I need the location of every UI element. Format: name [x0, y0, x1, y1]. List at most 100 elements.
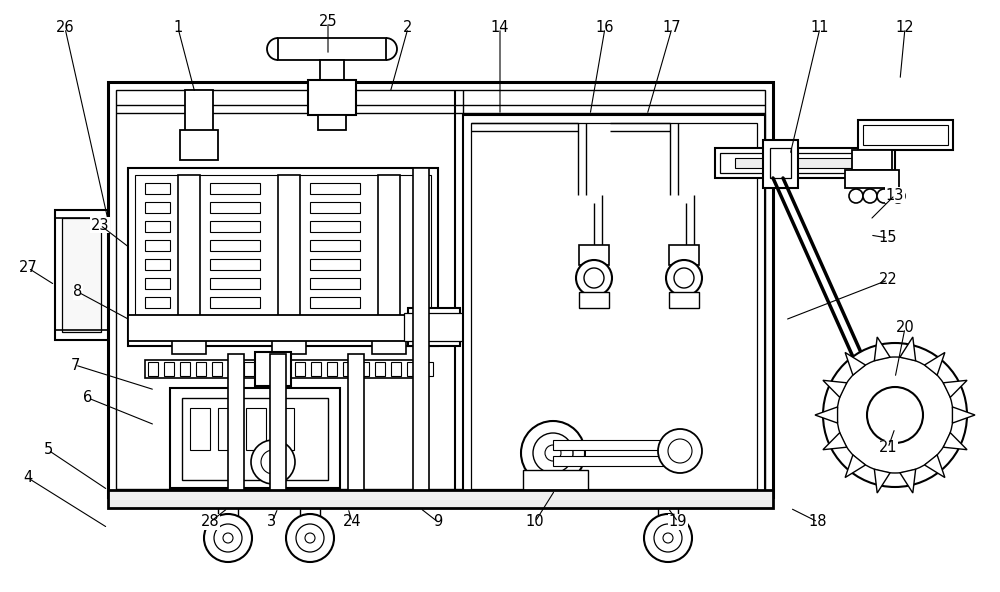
Bar [579, 245, 609, 265]
Bar [278, 175, 300, 339]
Bar [180, 130, 218, 160]
Circle shape [296, 524, 324, 552]
Bar [320, 60, 344, 80]
Bar [311, 362, 321, 376]
Circle shape [663, 533, 673, 543]
Circle shape [674, 268, 694, 288]
Bar [423, 362, 433, 376]
Bar [375, 362, 385, 376]
Bar [310, 240, 360, 251]
Bar [170, 388, 340, 488]
Bar [145, 183, 170, 194]
Bar [108, 490, 773, 508]
Bar [246, 408, 266, 450]
Text: 9: 9 [433, 514, 443, 529]
Bar [135, 175, 431, 339]
Circle shape [214, 524, 242, 552]
Bar [658, 498, 678, 516]
Bar [863, 125, 948, 145]
Bar [310, 202, 360, 213]
Bar [210, 240, 260, 251]
Bar [553, 456, 673, 466]
Polygon shape [900, 469, 916, 493]
Circle shape [867, 387, 923, 443]
Bar [553, 440, 673, 450]
Circle shape [286, 514, 334, 562]
Bar [145, 240, 170, 251]
Circle shape [251, 440, 295, 484]
Bar [763, 140, 798, 188]
Text: 24: 24 [343, 514, 361, 529]
Text: 1: 1 [173, 21, 183, 36]
Bar [145, 259, 170, 270]
Bar [128, 168, 438, 346]
Bar [310, 297, 360, 308]
Bar [148, 362, 158, 376]
Bar [55, 210, 108, 340]
Bar [359, 362, 369, 376]
Bar [348, 354, 364, 494]
Bar [413, 168, 429, 494]
Text: 27: 27 [19, 260, 37, 275]
Bar [404, 313, 464, 341]
Bar [715, 148, 895, 178]
Bar [185, 90, 213, 138]
Bar [128, 315, 458, 341]
Bar [372, 338, 406, 354]
Bar [407, 362, 417, 376]
Bar [310, 183, 360, 194]
Text: 5: 5 [43, 442, 53, 458]
Text: 21: 21 [879, 440, 897, 455]
Circle shape [223, 533, 233, 543]
Circle shape [576, 260, 612, 296]
Bar [408, 308, 460, 346]
Bar [222, 516, 234, 526]
Bar [295, 362, 305, 376]
Text: 15: 15 [879, 230, 897, 246]
Text: 6: 6 [83, 391, 93, 406]
Circle shape [666, 260, 702, 296]
Bar [145, 221, 170, 232]
Bar [852, 150, 892, 170]
Bar [210, 259, 260, 270]
Bar [858, 120, 953, 150]
Polygon shape [823, 433, 847, 450]
Bar [391, 362, 401, 376]
Bar [190, 408, 210, 450]
Text: 19: 19 [669, 514, 687, 529]
Circle shape [654, 524, 682, 552]
Text: 2: 2 [403, 21, 413, 36]
Bar [210, 202, 260, 213]
Bar [310, 316, 360, 327]
Circle shape [658, 429, 702, 473]
Bar [272, 338, 306, 354]
Polygon shape [874, 469, 890, 493]
Circle shape [533, 433, 573, 473]
Text: 12: 12 [896, 21, 914, 36]
Bar [212, 362, 222, 376]
Circle shape [823, 343, 967, 487]
Polygon shape [943, 380, 967, 397]
Bar [116, 90, 765, 489]
Polygon shape [823, 380, 847, 397]
Circle shape [584, 268, 604, 288]
Bar [274, 408, 294, 450]
Bar [662, 516, 674, 526]
Text: 14: 14 [491, 21, 509, 36]
Text: 23: 23 [91, 217, 109, 233]
Bar [579, 292, 609, 308]
Circle shape [204, 514, 252, 562]
Text: 3: 3 [267, 514, 277, 529]
Bar [164, 362, 174, 376]
Polygon shape [874, 337, 890, 361]
Bar [669, 292, 699, 308]
Bar [278, 38, 386, 60]
Bar [720, 153, 890, 173]
Bar [310, 221, 360, 232]
Polygon shape [952, 407, 975, 423]
Bar [228, 354, 244, 494]
Bar [343, 362, 353, 376]
Bar [255, 352, 291, 386]
Polygon shape [900, 337, 916, 361]
Text: 4: 4 [23, 471, 33, 485]
